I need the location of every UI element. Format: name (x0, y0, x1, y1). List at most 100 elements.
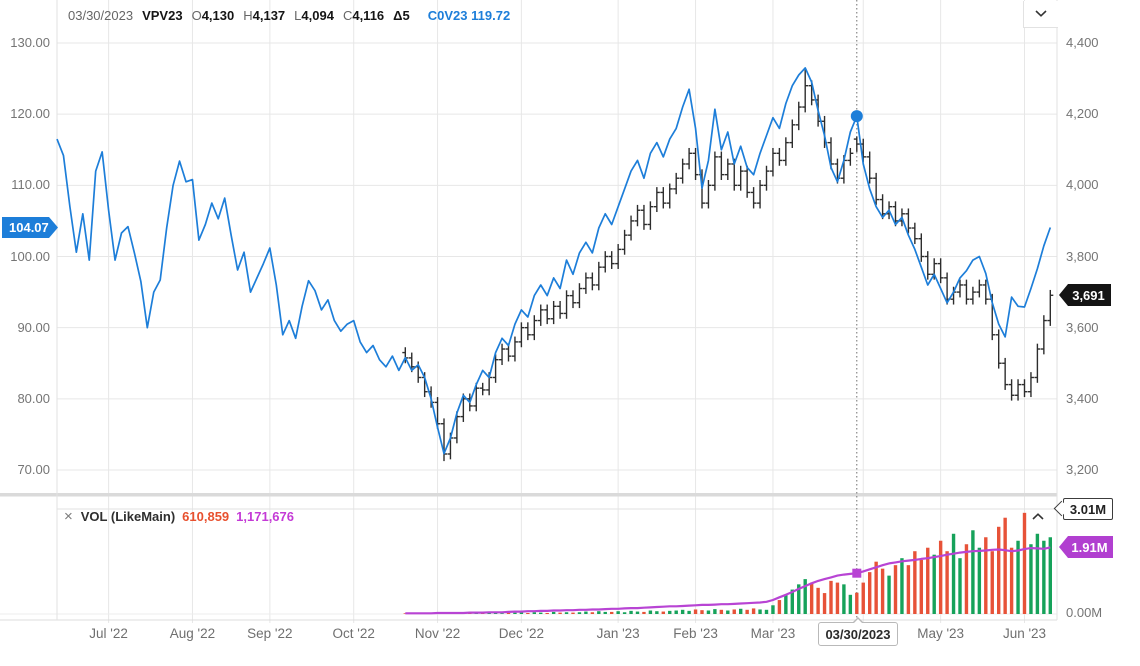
volume-bar (990, 551, 994, 614)
volume-bar (848, 594, 853, 614)
volume-bar (1048, 537, 1052, 614)
volume-bar (680, 609, 685, 614)
volume-bar (997, 526, 1001, 614)
chart-header: 03/30/2023 VPV23 O4,130 H4,137 L4,094 C4… (68, 6, 510, 24)
volume-bar (487, 612, 491, 614)
y-axis-label-right: 4,200 (1066, 106, 1099, 122)
y-axis-label-right: 4,000 (1066, 177, 1099, 193)
expand-volume-pane-button[interactable] (1023, 506, 1053, 528)
volume-bar (642, 611, 646, 614)
volume-bar (635, 611, 640, 614)
volume-bar (597, 611, 601, 614)
open-value: O4,130 (191, 7, 235, 23)
volume-bar (797, 584, 801, 614)
volume-bar (545, 612, 549, 614)
volume-bar (500, 613, 504, 614)
volume-bar (726, 610, 730, 614)
y-axis-label-left: 130.00 (10, 35, 50, 50)
collapse-pane-button[interactable] (1023, 1, 1058, 28)
volume-bar (513, 612, 517, 614)
volume-bar (951, 533, 956, 614)
volume-bar (648, 610, 653, 614)
crosshair-date-text: 03/30/2023 (68, 7, 134, 23)
volume-bar (900, 558, 904, 614)
volume-bar (719, 609, 724, 614)
volume-bar (906, 565, 911, 614)
volume-bar (880, 568, 885, 614)
volume-bar (519, 612, 524, 614)
low-value: L4,094 (294, 7, 334, 23)
volume-bar (564, 612, 569, 614)
high-value: H4,137 (243, 7, 286, 23)
volume-bar (887, 575, 891, 614)
volume-bar (571, 612, 575, 614)
volume-bar (1035, 533, 1040, 614)
volume-zero-label: 0.00M (1066, 605, 1103, 620)
close-icon[interactable]: × (64, 507, 73, 525)
volume-bar (1003, 517, 1007, 614)
volume-bar (751, 608, 756, 614)
volume-bar-value: 610,859 (182, 508, 230, 524)
volume-bar (739, 608, 743, 614)
change-value: Δ5 (393, 7, 410, 23)
volume-avg-value: 1,171,676 (236, 508, 294, 524)
pane-separator (0, 493, 1057, 497)
volume-bar (945, 551, 949, 614)
volume-bar (1029, 544, 1033, 614)
volume-scale-top-tag: 3.01M (1063, 498, 1113, 520)
volume-bar (1022, 512, 1027, 614)
volume-bar (861, 582, 865, 614)
y-axis-label-left: 90.00 (17, 319, 50, 335)
y-axis-label-right: 3,400 (1066, 390, 1099, 406)
volume-bar (926, 547, 930, 614)
volume-bar (687, 610, 691, 614)
volume-bar (668, 610, 672, 614)
x-axis-label: Dec '22 (498, 626, 545, 641)
close-value: C4,116 (342, 7, 385, 23)
volume-bar (842, 584, 846, 614)
volume-bar (551, 611, 556, 614)
volume-bar (610, 611, 614, 614)
y-axis-label-right: 3,200 (1066, 462, 1099, 477)
volume-bar (539, 612, 543, 614)
volume-bar (809, 582, 814, 614)
volume-bar (971, 530, 975, 614)
volume-bar (822, 593, 827, 614)
volume-bar (835, 582, 840, 614)
volume-bar (693, 609, 698, 614)
volume-bar (590, 612, 595, 614)
y-axis-label-left: 120.00 (10, 106, 50, 122)
volume-bar (1016, 540, 1020, 614)
volume-bar (919, 559, 923, 614)
volume-bar (616, 611, 620, 614)
volume-bar (661, 611, 665, 614)
y-axis-label-left: 80.00 (17, 390, 50, 406)
volume-bar (803, 579, 807, 614)
overlay-quote: C0V23 119.72 (427, 7, 511, 23)
volume-bar (493, 612, 498, 614)
x-axis-label: Mar '23 (750, 626, 796, 641)
volume-bar (655, 611, 659, 614)
volume-bar (932, 554, 936, 614)
volume-bar (674, 610, 678, 614)
chevron-down-icon (1034, 5, 1048, 23)
volume-bar (758, 609, 762, 614)
volume-bar (622, 612, 627, 614)
volume-bar (506, 612, 511, 614)
volume-bar (603, 611, 607, 614)
volume-bar (1009, 547, 1014, 614)
x-axis-label: Jan '23 (596, 626, 640, 641)
volume-bar (700, 610, 704, 614)
volume-bar (713, 609, 717, 614)
volume-bar (732, 609, 736, 614)
symbol-label: VPV23 (142, 7, 183, 23)
volume-bar (964, 544, 969, 614)
volume-bar (771, 605, 775, 614)
volume-avg-line (405, 546, 1051, 615)
x-axis-label: Aug '22 (169, 626, 216, 641)
volume-bar (938, 540, 943, 614)
candle-last-value-badge: 3,691 (1059, 284, 1111, 306)
x-axis-label: Jun '23 (1002, 626, 1047, 641)
